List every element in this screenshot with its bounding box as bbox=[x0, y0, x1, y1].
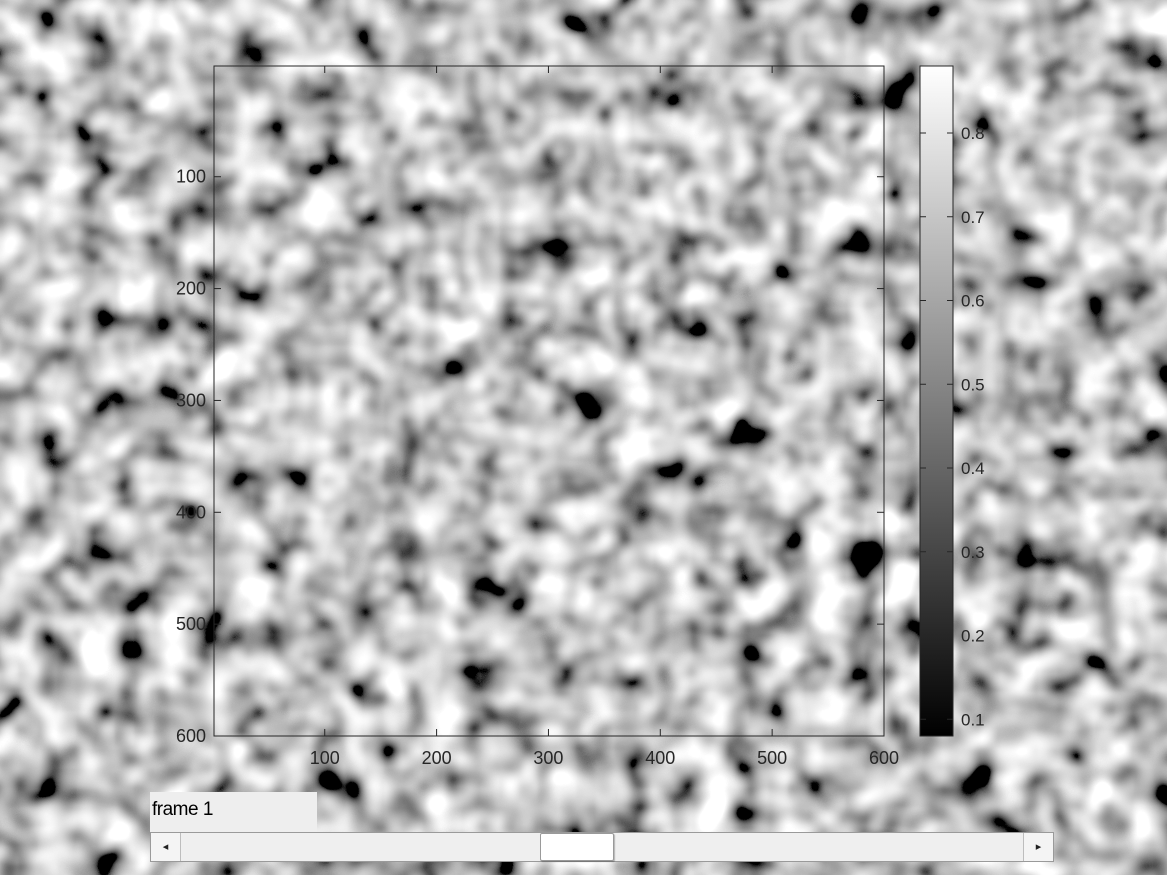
colorbar-tick-label: 0.8 bbox=[961, 124, 985, 143]
x-tick-label: 500 bbox=[757, 748, 787, 768]
y-tick-label: 400 bbox=[176, 502, 206, 522]
frame-slider[interactable]: ◂ ▸ bbox=[150, 832, 1054, 862]
y-tick-label: 300 bbox=[176, 390, 206, 410]
slider-track[interactable] bbox=[181, 833, 1023, 861]
y-tick-label: 600 bbox=[176, 726, 206, 746]
axes-frame bbox=[213, 65, 885, 737]
image-axes: 100 200 300 400 500 600 100 200 300 400 500 600 bbox=[176, 65, 899, 768]
colorbar-gradient bbox=[919, 65, 954, 737]
x-tick-label: 600 bbox=[869, 748, 899, 768]
figure-title: FINAL IMAGE WITH TVD bbox=[433, 40, 665, 62]
colorbar-tick-label: 0.6 bbox=[961, 292, 985, 311]
colorbar-tick-label: 0.5 bbox=[961, 375, 985, 394]
slider-thumb[interactable] bbox=[540, 833, 614, 861]
y-tick-label: 500 bbox=[176, 614, 206, 634]
colorbar-ticks: 0.1 0.2 0.3 0.4 0.5 0.6 0.7 0.8 bbox=[920, 124, 985, 729]
colorbar-tick-label: 0.2 bbox=[961, 627, 985, 646]
x-tick-label: 300 bbox=[533, 748, 563, 768]
grayscale-image bbox=[214, 66, 884, 736]
colorbar-tick-label: 0.1 bbox=[961, 710, 985, 729]
x-tick-label: 200 bbox=[422, 748, 452, 768]
y-axis-ticks: 100 200 300 400 500 600 bbox=[176, 167, 884, 746]
y-tick-label: 200 bbox=[176, 279, 206, 299]
slider-right-arrow-icon[interactable]: ▸ bbox=[1023, 833, 1053, 861]
colorbar-tick-label: 0.7 bbox=[961, 208, 985, 227]
slider-left-arrow-icon[interactable]: ◂ bbox=[151, 833, 181, 861]
colorbar-tick-label: 0.3 bbox=[961, 543, 985, 562]
x-axis-ticks: 100 200 300 400 500 600 bbox=[310, 66, 899, 768]
x-tick-label: 400 bbox=[645, 748, 675, 768]
x-tick-label: 100 bbox=[310, 748, 340, 768]
colorbar-tick-label: 0.4 bbox=[961, 459, 985, 478]
frame-label: frame 1 bbox=[150, 792, 317, 832]
colorbar: 0.1 0.2 0.3 0.4 0.5 0.6 0.7 0.8 bbox=[919, 65, 985, 737]
y-tick-label: 100 bbox=[176, 167, 206, 187]
